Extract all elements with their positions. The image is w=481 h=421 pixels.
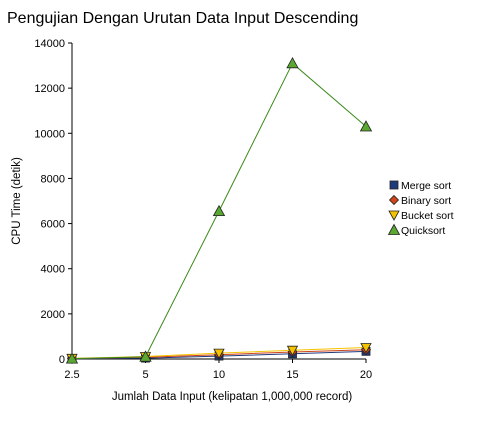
legend: Merge sort Binary sort Bucket sort Quicksor… [387,180,454,237]
y-axis-label: CPU Time (detik) [11,157,23,245]
data-point-bucket-sort [213,348,225,359]
legend-marker-binary-sort [388,194,400,206]
data-point-quicksort [212,204,226,217]
data-point-quicksort [359,120,373,132]
data-point-bucket-sort [286,345,299,357]
y-tick-label: 8000 [41,173,65,185]
legend-marker-bucket-sort [388,210,400,221]
y-tick-label: 14000 [34,38,65,50]
chart-title: Pengujian Dengan Urutan Data Input Desce… [7,10,358,27]
y-tick-label: 2000 [41,309,65,321]
data-point-quicksort [139,350,152,362]
x-tick-label: 20 [360,369,372,381]
x-tick-label: 2.5 [64,369,79,381]
legend-marker-merge-sort [389,180,399,190]
y-tick-label: 4000 [41,264,65,276]
x-axis-label: Jumlah Data Input (kelipatan 1,000,000 r… [112,391,353,403]
x-tick-label: 10 [213,369,225,381]
x-tick-label: 15 [286,369,298,381]
y-tick-label: 10000 [34,128,65,140]
plot-layer: 0 2000 4000 6000 8000 10000 12000 14000 2.5 5 10 15… [34,38,373,381]
y-tick-label: 6000 [41,219,65,231]
legend-label-bucket-sort: Bucket sort [401,210,454,222]
y-tick-label: 12000 [34,83,65,95]
y-tick-label: 0 [59,354,65,366]
data-point-bucket-sort [360,343,372,354]
legend-label-binary-sort: Binary sort [401,195,451,207]
data-point-quicksort [286,56,299,69]
legend-marker-quicksort [387,223,401,235]
legend-label-merge-sort: Merge sort [401,180,451,192]
x-tick-label: 5 [142,369,148,381]
data-point-quicksort [65,352,79,364]
legend-label-quicksort: Quicksort [401,225,445,237]
